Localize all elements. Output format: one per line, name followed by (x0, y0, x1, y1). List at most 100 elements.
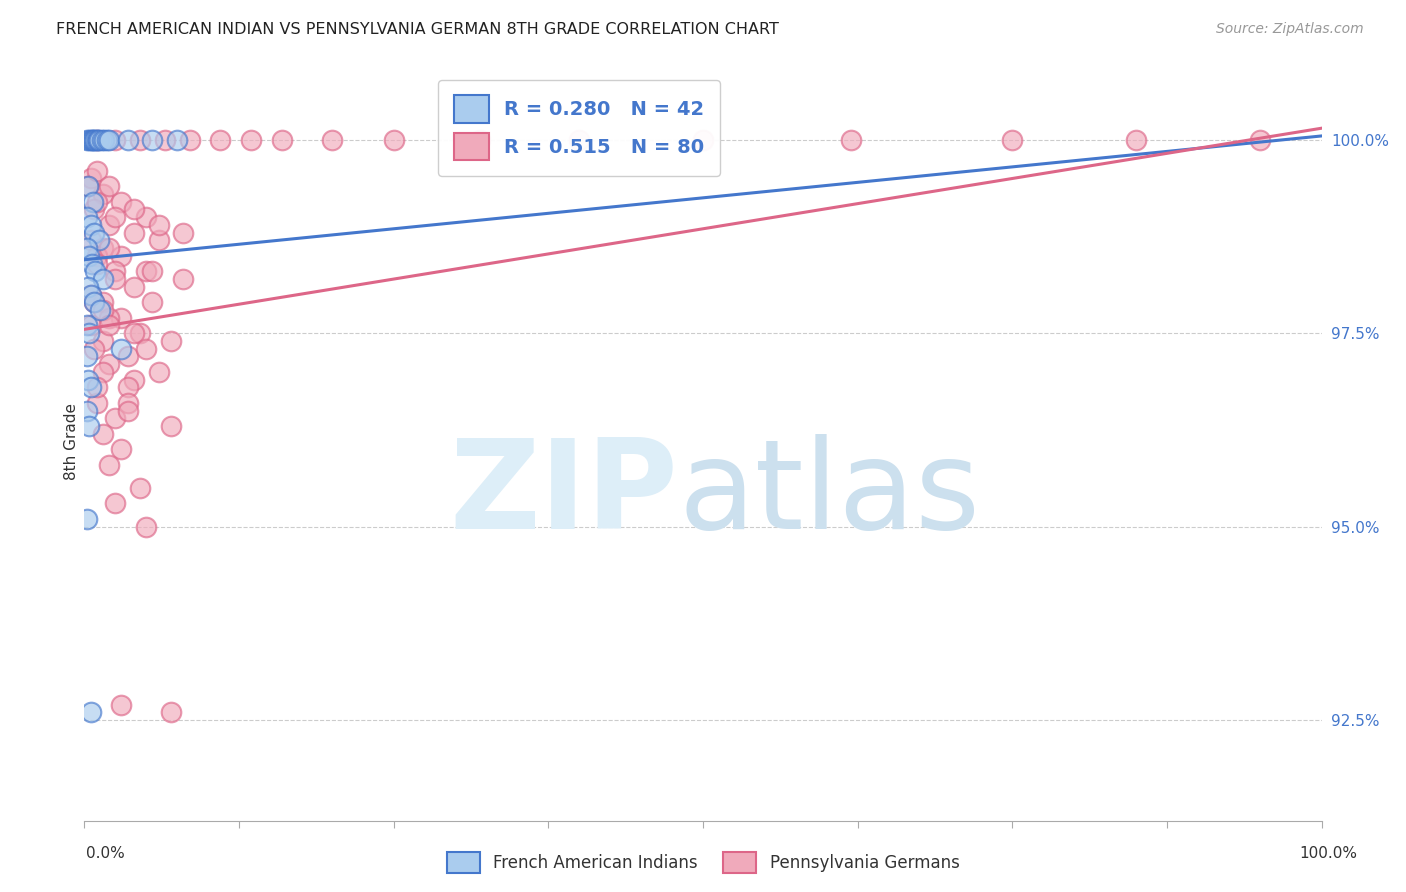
Point (122, 202, 145, 217)
Point (129, 326, 152, 341)
Point (83, 342, 105, 356)
Text: ZIP: ZIP (450, 434, 678, 555)
Point (1001, 133, 1024, 147)
Point (110, 310, 132, 325)
Point (166, 133, 188, 147)
Point (470, 133, 492, 147)
Point (86, 380, 108, 394)
Point (382, 133, 405, 147)
Point (86, 249, 108, 263)
Point (91, 365, 114, 379)
Point (122, 280, 145, 294)
Point (141, 133, 163, 147)
Text: FRENCH AMERICAN INDIAN VS PENNSYLVANIA GERMAN 8TH GRADE CORRELATION CHART: FRENCH AMERICAN INDIAN VS PENNSYLVANIA G… (56, 22, 779, 37)
Point (117, 380, 139, 394)
Point (160, 706, 183, 720)
Point (240, 133, 263, 147)
Point (83, 226, 105, 240)
Point (98, 133, 121, 147)
Point (129, 133, 152, 147)
Point (86, 396, 108, 410)
Point (321, 133, 343, 147)
Point (86, 133, 108, 147)
Point (77, 179, 100, 194)
Point (91, 426, 114, 441)
Point (110, 698, 132, 712)
Point (148, 365, 170, 379)
Point (98, 179, 121, 194)
Point (79, 287, 101, 301)
Point (93, 133, 115, 147)
Point (79, 233, 101, 247)
Point (89, 303, 111, 318)
Y-axis label: 8th Grade: 8th Grade (63, 403, 79, 480)
Point (79, 171, 101, 186)
Point (77, 179, 100, 194)
Point (104, 210, 127, 224)
Point (91, 295, 114, 310)
Point (568, 133, 591, 147)
Point (98, 458, 121, 472)
Point (117, 396, 139, 410)
Point (87, 133, 110, 147)
Point (122, 226, 145, 240)
Point (98, 310, 121, 325)
Point (79, 287, 101, 301)
Point (135, 210, 157, 224)
Point (76, 318, 98, 333)
Point (79, 218, 101, 232)
Point (89, 133, 111, 147)
Point (84, 133, 107, 147)
Point (91, 334, 114, 348)
Point (79, 133, 101, 147)
Point (117, 350, 139, 364)
Point (98, 241, 121, 255)
Point (117, 133, 139, 147)
Point (91, 186, 114, 201)
Point (104, 411, 127, 425)
Point (692, 133, 714, 147)
Point (110, 442, 132, 457)
Point (86, 257, 108, 271)
Point (76, 210, 98, 224)
Point (76, 512, 98, 526)
Point (84, 264, 107, 278)
Text: Source: ZipAtlas.com: Source: ZipAtlas.com (1216, 22, 1364, 37)
Point (104, 496, 127, 510)
Text: atlas: atlas (678, 434, 980, 555)
Point (135, 264, 157, 278)
Point (82, 133, 104, 147)
Point (86, 194, 108, 209)
Point (83, 202, 105, 217)
Point (135, 342, 157, 356)
Point (172, 272, 194, 286)
Point (89, 233, 111, 247)
Point (98, 357, 121, 371)
Legend: French American Indians, Pennsylvania Germans: French American Indians, Pennsylvania Ge… (440, 846, 966, 880)
Point (172, 226, 194, 240)
Point (79, 380, 101, 394)
Point (91, 272, 114, 286)
Point (129, 481, 152, 495)
Point (90, 133, 112, 147)
Point (83, 295, 105, 310)
Point (91, 241, 114, 255)
Point (104, 272, 127, 286)
Point (148, 218, 170, 232)
Point (79, 419, 101, 434)
Point (160, 334, 183, 348)
Point (83, 133, 105, 147)
Legend: R = 0.280   N = 42, R = 0.515   N = 80: R = 0.280 N = 42, R = 0.515 N = 80 (439, 79, 720, 176)
Point (79, 706, 101, 720)
Point (841, 133, 863, 147)
Point (98, 218, 121, 232)
Point (79, 249, 101, 263)
Point (79, 318, 101, 333)
Point (110, 342, 132, 356)
Text: 0.0%: 0.0% (86, 847, 125, 861)
Point (77, 280, 100, 294)
Point (79, 326, 101, 341)
Point (104, 133, 127, 147)
Point (76, 350, 98, 364)
Point (86, 163, 108, 178)
